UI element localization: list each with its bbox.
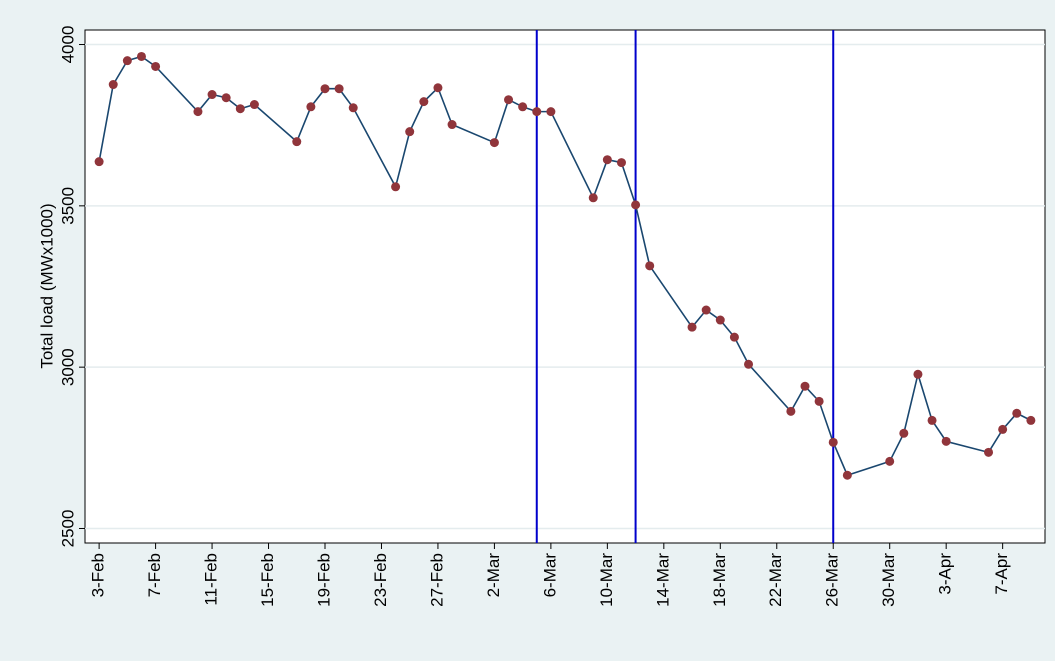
y-axis-label: Total load (MWx1000) — [37, 203, 56, 368]
data-point — [108, 80, 118, 90]
data-point — [249, 100, 259, 110]
x-tick-label: 3-Apr — [936, 553, 955, 595]
data-point — [151, 61, 161, 71]
data-point — [941, 436, 951, 446]
data-point — [94, 157, 104, 167]
data-point — [193, 107, 203, 117]
data-point — [984, 447, 994, 457]
x-tick-label: 15-Feb — [258, 553, 277, 607]
data-point — [419, 97, 429, 107]
data-point — [1012, 408, 1022, 418]
x-tick-label: 22-Mar — [766, 553, 785, 607]
x-tick-label: 11-Feb — [202, 553, 221, 606]
x-tick-label: 3-Feb — [89, 553, 108, 597]
data-point — [744, 359, 754, 369]
data-point — [320, 84, 330, 94]
x-tick-label: 18-Mar — [710, 553, 729, 607]
data-point — [433, 83, 443, 93]
data-point — [645, 261, 655, 271]
data-point — [828, 437, 838, 447]
plot-area — [84, 29, 1046, 544]
x-tick-label: 27-Feb — [427, 553, 446, 607]
data-point — [334, 84, 344, 94]
data-point — [715, 315, 725, 325]
data-point — [1026, 415, 1036, 425]
data-point — [489, 138, 499, 148]
data-point — [532, 107, 542, 117]
x-tick-label: 26-Mar — [823, 553, 842, 607]
data-point — [122, 56, 132, 66]
data-point — [927, 415, 937, 425]
data-point — [631, 200, 641, 210]
data-point — [899, 428, 909, 438]
data-point — [800, 381, 810, 391]
x-tick-label: 14-Mar — [653, 553, 672, 607]
y-tick-label: 3500 — [58, 187, 77, 225]
data-point — [405, 127, 415, 137]
data-point — [207, 90, 217, 100]
data-point — [136, 51, 146, 61]
x-tick-label: 30-Mar — [879, 553, 898, 607]
data-point — [306, 102, 316, 112]
data-point — [348, 103, 358, 113]
data-point — [998, 424, 1008, 434]
x-tick-label: 23-Feb — [371, 553, 390, 607]
data-point — [913, 369, 923, 379]
data-point — [729, 332, 739, 342]
x-tick-label: 10-Mar — [597, 553, 616, 607]
data-point — [546, 107, 556, 117]
data-point — [786, 406, 796, 416]
data-point — [235, 104, 245, 114]
data-point — [616, 158, 626, 168]
x-tick-label: 7-Feb — [145, 553, 164, 597]
data-point — [292, 137, 302, 147]
data-point — [814, 396, 824, 406]
x-tick-label: 6-Mar — [540, 553, 559, 598]
y-tick-label: 3000 — [58, 348, 77, 386]
y-tick-label: 4000 — [58, 26, 77, 64]
data-point — [504, 95, 514, 105]
data-point — [842, 470, 852, 480]
x-tick-label: 7-Apr — [992, 553, 1011, 595]
data-point — [701, 305, 711, 315]
data-point — [687, 322, 697, 332]
x-tick-label: 2-Mar — [484, 553, 503, 598]
y-tick-label: 2500 — [58, 510, 77, 548]
data-point — [602, 155, 612, 165]
data-point — [221, 93, 231, 103]
data-point — [518, 102, 528, 112]
x-tick-label: 19-Feb — [314, 553, 333, 607]
data-point — [447, 120, 457, 130]
data-point — [588, 193, 598, 203]
data-point — [391, 182, 401, 192]
data-point — [885, 456, 895, 466]
